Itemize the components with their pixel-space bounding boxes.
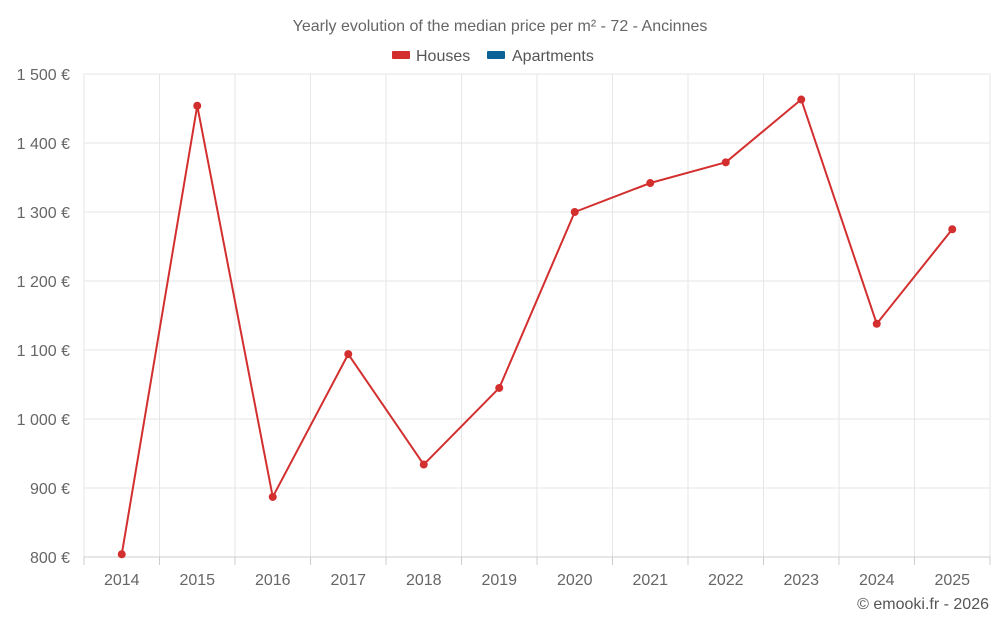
x-tick-label: 2021 [632,572,668,589]
x-tick-label: 2022 [708,572,744,589]
x-tick-label: 2015 [179,572,215,589]
legend-swatch-houses [392,51,410,59]
grid [83,73,991,557]
data-point-houses[interactable] [193,101,202,110]
legend-item-houses[interactable]: Houses [392,48,470,65]
y-tick-label: 1 300 € [17,205,70,222]
data-point-houses[interactable] [495,383,504,392]
data-point-houses[interactable] [344,350,353,359]
data-point-houses[interactable] [948,225,957,234]
legend: Houses Apartments [392,48,594,65]
chart-title: Yearly evolution of the median price per… [293,18,708,35]
y-tick-label: 1 200 € [17,274,70,291]
legend-item-apartments[interactable]: Apartments [487,48,594,65]
y-tick-label: 1 400 € [17,136,70,153]
data-point-houses[interactable] [268,492,277,501]
legend-swatch-apartments [487,51,505,59]
y-tick-label: 1 100 € [17,343,70,360]
x-tick-label: 2017 [330,572,366,589]
credit-text: © emooki.fr - 2026 [857,596,989,613]
y-tick-label: 1 000 € [17,412,70,429]
data-point-houses[interactable] [117,550,126,559]
data-point-houses[interactable] [419,460,428,469]
data-point-houses[interactable] [646,179,655,188]
x-tick-label: 2020 [557,572,593,589]
series-line-houses [120,98,954,555]
data-point-houses[interactable] [797,95,806,104]
x-tick-label: 2024 [859,572,895,589]
y-axis-tick-labels: 800 € 900 € 1 000 € 1 100 € 1 200 € 1 300 € 1 … [17,67,70,567]
legend-label-houses: Houses [416,48,470,65]
x-tick-label: 2018 [406,572,442,589]
x-tick-label: 2014 [104,572,140,589]
data-point-houses[interactable] [872,319,881,328]
x-tick-label: 2023 [783,572,819,589]
y-tick-label: 900 € [30,481,70,498]
data-point-houses[interactable] [570,208,579,216]
x-tick-label: 2016 [255,572,291,589]
x-tick-label: 2025 [934,572,970,589]
legend-label-apartments: Apartments [512,48,594,65]
y-tick-label: 800 € [30,550,70,567]
x-axis-tick-labels: 2014 2015 2016 2017 2018 2019 2020 2021 2022 2023… [104,572,970,589]
x-tick-label: 2019 [481,572,517,589]
series-houses [117,95,957,559]
y-tick-label: 1 500 € [17,67,70,84]
axes [83,556,991,565]
data-point-houses[interactable] [721,158,730,167]
